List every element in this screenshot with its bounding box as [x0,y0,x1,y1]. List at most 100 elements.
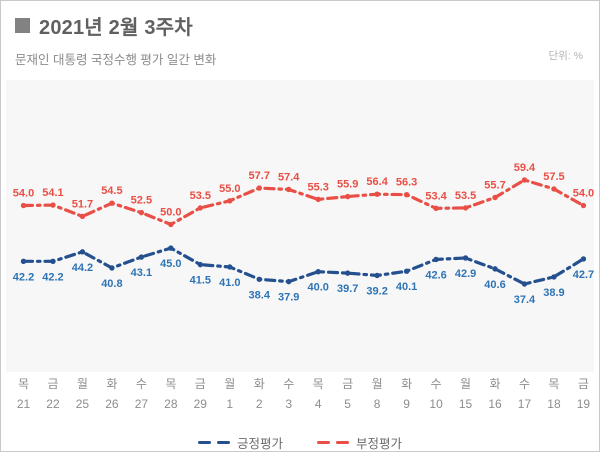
data-point-positive [315,269,321,275]
data-point-negative [580,202,587,209]
x-tick: 목 18 [547,378,560,410]
legend-item-positive: 긍정평가 [197,433,283,451]
value-label-positive: 41.5 [190,275,211,287]
x-tick-day: 수 [135,377,147,391]
x-tick-date: 16 [488,397,502,411]
data-point-positive [227,264,233,270]
value-label-positive: 42.2 [42,271,63,283]
series-line-negative [21,178,586,227]
data-point-negative [344,193,351,200]
data-point-negative [492,194,498,201]
x-axis: 목 21 금 22 월 25 화 26 수 27 목 28 금 29 월 1 화 2 수 3 목 4 금 5 월 8 화 9 수 10 월 1… [6,372,594,418]
legend-label: 부정평가 [356,437,403,451]
value-label-negative: 55.9 [337,179,358,191]
value-label-positive: 43.1 [131,267,152,279]
value-label-negative: 57.4 [278,171,300,183]
data-point-negative [50,202,56,208]
value-label-negative: 56.3 [396,177,417,189]
x-tick-day: 월 [76,377,88,391]
value-label-positive: 42.7 [573,269,594,281]
data-point-positive [580,256,587,262]
value-label-negative: 54.5 [101,185,122,197]
data-point-negative [168,221,174,228]
data-point-negative [138,209,145,216]
legend-item-negative: 부정평가 [317,433,403,451]
report-title-row: 2021년 2월 3주차 [15,11,585,40]
data-point-positive [79,249,86,255]
data-point-positive [138,254,145,260]
value-label-positive: 41.0 [219,277,240,289]
x-tick: 수 27 [135,378,148,410]
value-label-positive: 39.2 [366,285,387,297]
x-tick-day: 목 [165,377,177,391]
x-tick-date: 25 [75,397,90,411]
x-tick-date: 8 [373,397,381,411]
value-label-positive: 44.2 [72,262,93,274]
x-tick-date: 27 [134,397,149,411]
data-point-negative [462,205,469,211]
value-label-positive: 42.2 [13,271,34,283]
x-tick: 금 22 [46,378,59,410]
data-point-negative [109,200,115,206]
data-point-negative [20,202,27,209]
plot-area: 42.2 42.2 44.2 40.8 43.1 45.0 41.5 41.0 38.4 37.9… [6,80,594,372]
chart-legend: 긍정평가 부정평가 [1,433,599,451]
data-point-positive [109,265,115,271]
value-label-negative: 50.0 [160,206,181,218]
value-label-positive: 40.8 [101,278,122,290]
legend-dash-icon [197,440,230,445]
value-label-negative: 57.7 [249,170,270,182]
value-label-positive: 40.0 [307,282,328,294]
data-point-negative [256,185,262,191]
page-title: 2021년 2월 3주차 [39,17,193,39]
x-tick-day: 월 [460,377,472,391]
value-label-negative: 52.5 [131,195,152,207]
value-label-negative: 59.4 [514,162,536,174]
x-tick: 월 15 [459,378,472,410]
data-point-positive [462,255,469,261]
x-tick: 월 25 [76,378,89,410]
legend-dash-icon [317,440,349,445]
x-tick-day: 월 [224,377,236,391]
value-label-positive: 37.9 [278,292,299,304]
x-tick: 화 26 [105,378,118,410]
x-tick-date: 17 [517,397,532,411]
data-point-positive [374,272,380,279]
x-tick: 금 19 [577,378,590,410]
trend-chart: 42.2 42.2 44.2 40.8 43.1 45.0 41.5 41.0 38.4 37.9… [13,162,594,306]
x-tick-day: 화 [401,377,413,391]
value-label-negative: 55.7 [484,179,505,191]
value-label-positive: 42.9 [455,268,476,280]
data-point-positive [521,281,528,287]
x-tick-date: 9 [403,397,410,411]
value-label-negative: 56.4 [366,176,388,188]
x-tick: 목 21 [17,378,30,410]
value-label-negative: 53.4 [425,190,447,202]
data-point-positive [256,276,262,282]
x-tick: 화 16 [488,378,501,410]
x-tick-date: 1 [226,397,234,411]
x-tick-day: 수 [518,377,531,391]
x-tick-day: 화 [253,377,265,391]
data-point-positive [197,261,204,268]
data-point-positive [168,245,174,251]
value-label-negative: 53.5 [190,190,211,202]
unit-label: 단위: % [548,50,584,62]
value-label-positive: 38.4 [249,289,271,301]
data-point-negative [521,177,528,183]
value-label-positive: 45.0 [160,258,181,270]
value-label-negative: 53.5 [455,190,476,202]
x-tick-day: 금 [194,377,206,391]
x-tick-date: 2 [255,397,263,411]
data-point-negative [286,186,292,193]
value-label-positive: 38.9 [543,287,564,299]
data-point-positive [286,278,292,285]
x-tick-day: 금 [342,377,354,391]
value-label-positive: 40.1 [396,281,417,293]
x-tick-date: 10 [429,397,443,411]
x-tick-day: 화 [489,377,501,391]
